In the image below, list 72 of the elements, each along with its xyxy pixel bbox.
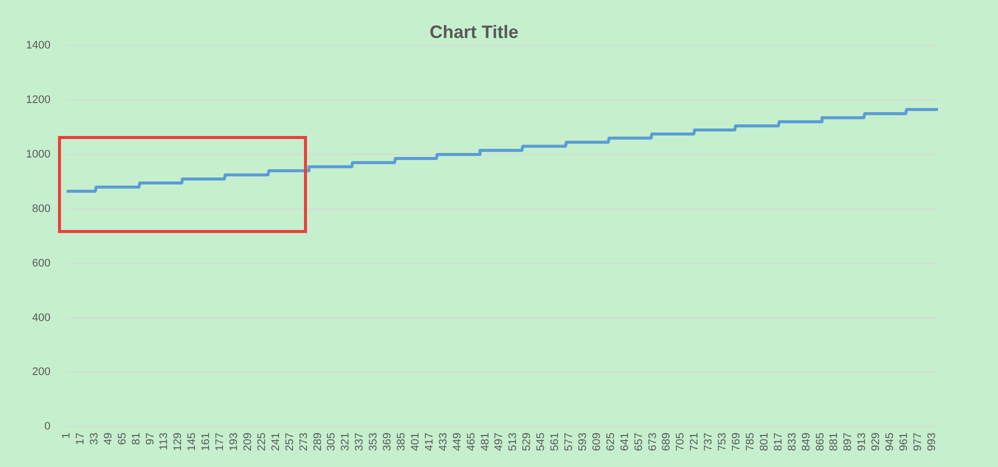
- x-tick-label: 257: [284, 432, 296, 452]
- x-tick-label: 497: [493, 432, 506, 452]
- x-tick-label: 49: [102, 432, 114, 445]
- y-tick-label: 1200: [26, 94, 50, 106]
- x-tick-label: 929: [870, 432, 882, 452]
- x-tick-label: 849: [800, 432, 812, 452]
- x-tick-label: 721: [688, 432, 701, 452]
- x-tick-label: 433: [437, 432, 450, 452]
- x-tick-label: 545: [535, 432, 548, 452]
- x-tick-label: 113: [158, 432, 170, 450]
- x-tick-label: 817: [772, 432, 784, 452]
- x-tick-label: 769: [730, 432, 743, 452]
- y-tick-label: 600: [32, 257, 50, 270]
- y-tick-label: 200: [32, 366, 50, 378]
- x-tick-label: 305: [326, 432, 338, 452]
- x-tick-label: 17: [74, 432, 86, 445]
- x-tick-label: 385: [396, 432, 408, 452]
- x-tick-label: 753: [716, 432, 729, 452]
- x-tick-label: 993: [926, 432, 938, 452]
- x-tick-label: 193: [228, 432, 240, 452]
- x-tick-label: 737: [702, 432, 715, 452]
- x-tick-label: 673: [646, 432, 659, 452]
- x-tick-label: 449: [451, 432, 464, 452]
- x-tick-label: 881: [828, 432, 840, 452]
- x-tick-label: 337: [354, 432, 366, 452]
- x-tick-label: 321: [340, 432, 352, 452]
- x-tick-label: 33: [88, 432, 100, 445]
- x-tick-label: 689: [660, 432, 673, 452]
- x-tick-label: 65: [116, 432, 128, 445]
- x-tick-label: 801: [758, 432, 770, 452]
- x-tick-label: 913: [856, 432, 868, 452]
- x-tick-label: 785: [744, 432, 756, 452]
- x-tick-label: 369: [382, 432, 394, 452]
- x-tick-label: 241: [270, 432, 282, 452]
- x-tick-label: 481: [479, 432, 492, 452]
- x-tick-label: 577: [563, 432, 576, 452]
- y-tick-label: 800: [32, 202, 50, 215]
- x-tick-label: 561: [549, 432, 562, 452]
- x-tick-label: 401: [409, 432, 422, 452]
- x-tick-label: 161: [200, 432, 212, 452]
- x-tick-label: 641: [618, 432, 631, 452]
- x-tick-label: 513: [507, 432, 520, 452]
- x-tick-label: 225: [256, 432, 268, 452]
- x-tick-label: 465: [465, 432, 478, 452]
- x-tick-label: 417: [423, 432, 436, 452]
- x-tick-label: 273: [298, 432, 310, 452]
- x-tick-label: 609: [590, 432, 603, 452]
- x-tick-label: 145: [186, 432, 198, 452]
- y-tick-label: 1400: [26, 40, 50, 52]
- x-tick-label: 97: [144, 432, 156, 445]
- x-tick-label: 865: [814, 432, 826, 452]
- chart-title: Chart Title: [430, 22, 518, 42]
- x-tick-label: 209: [242, 432, 254, 452]
- y-tick-label: 400: [32, 312, 50, 324]
- x-tick-label: 353: [368, 432, 380, 452]
- x-tick-label: 961: [898, 432, 910, 452]
- x-tick-label: 1: [60, 432, 72, 439]
- x-tick-label: 945: [884, 432, 896, 452]
- x-tick-label: 129: [172, 432, 184, 452]
- x-tick-label: 977: [912, 432, 924, 452]
- x-tick-label: 897: [842, 432, 854, 452]
- x-tick-label: 289: [312, 432, 324, 452]
- y-tick-label: 1000: [26, 148, 50, 160]
- x-tick-label: 657: [632, 432, 645, 452]
- x-tick-label: 705: [674, 432, 687, 452]
- x-tick-label: 81: [130, 432, 142, 445]
- x-tick-label: 833: [786, 432, 798, 452]
- x-tick-label: 625: [604, 432, 617, 452]
- x-tick-label: 593: [576, 432, 589, 452]
- x-tick-label: 177: [214, 432, 226, 452]
- x-tick-label: 529: [521, 432, 534, 452]
- y-tick-label: 0: [44, 420, 50, 433]
